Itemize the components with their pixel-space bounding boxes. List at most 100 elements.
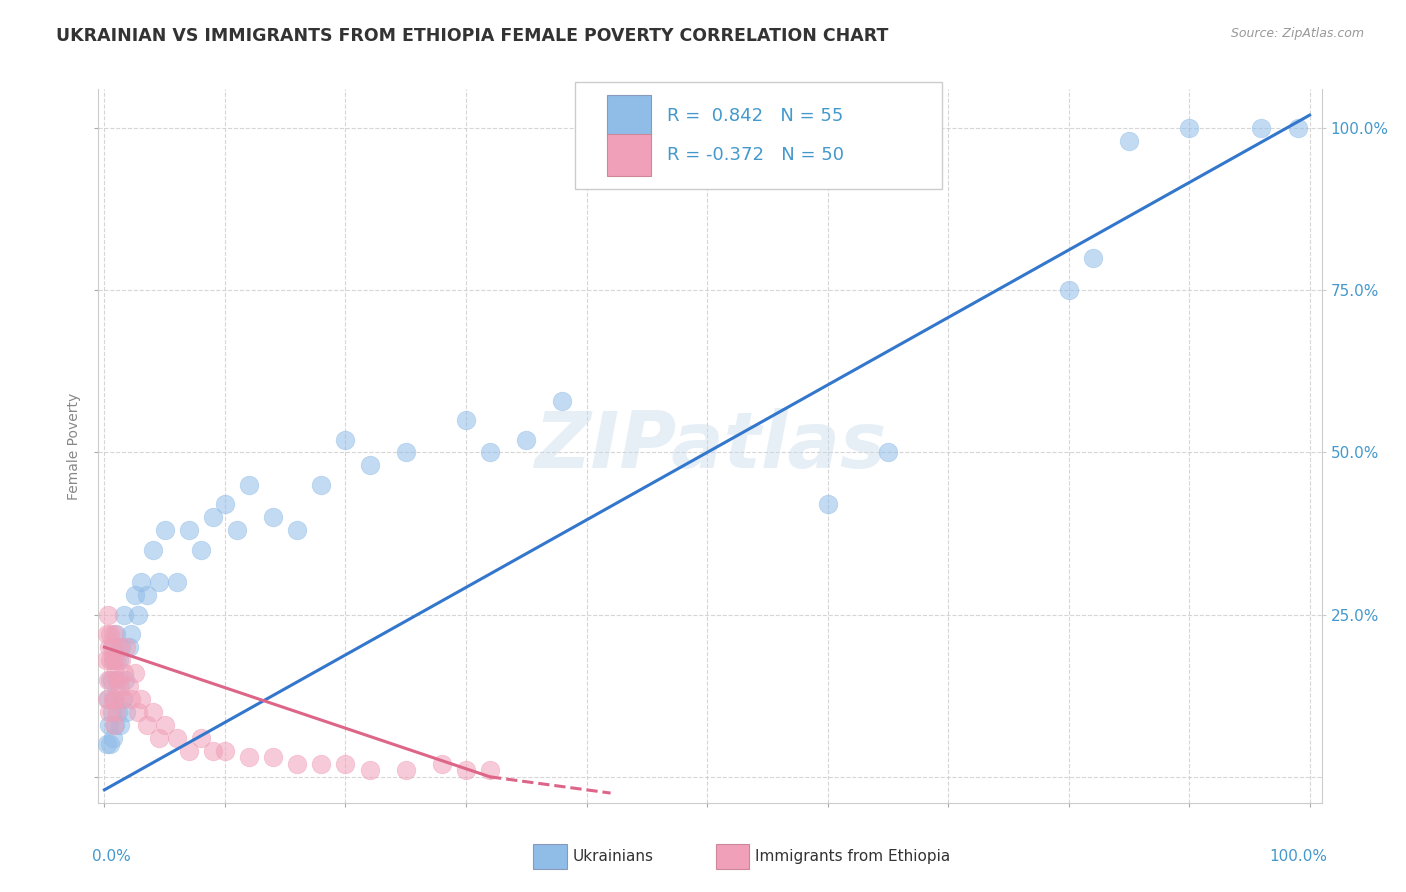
Text: Source: ZipAtlas.com: Source: ZipAtlas.com bbox=[1230, 27, 1364, 40]
Point bbox=[104, 692, 127, 706]
Point bbox=[1286, 121, 1309, 136]
Point bbox=[1118, 134, 1140, 148]
Point bbox=[96, 738, 118, 752]
Point bbox=[94, 653, 117, 667]
Point bbox=[395, 764, 418, 778]
Text: 0.0%: 0.0% bbox=[93, 849, 131, 864]
Point bbox=[148, 575, 170, 590]
Text: R =  0.842   N = 55: R = 0.842 N = 55 bbox=[668, 107, 844, 125]
Point bbox=[153, 718, 176, 732]
Point bbox=[98, 718, 121, 732]
Point bbox=[515, 433, 537, 447]
Point bbox=[120, 692, 142, 706]
Point bbox=[105, 673, 128, 687]
Point bbox=[335, 756, 357, 771]
Point bbox=[107, 673, 129, 687]
Point bbox=[177, 524, 200, 538]
Point bbox=[103, 718, 125, 732]
Y-axis label: Female Poverty: Female Poverty bbox=[67, 392, 82, 500]
FancyBboxPatch shape bbox=[607, 134, 651, 176]
Point bbox=[120, 627, 142, 641]
Point bbox=[238, 750, 260, 764]
Point bbox=[166, 575, 188, 590]
Point bbox=[285, 756, 308, 771]
Point bbox=[100, 705, 122, 719]
Point bbox=[1178, 121, 1201, 136]
Point bbox=[226, 524, 249, 538]
Point bbox=[127, 607, 149, 622]
Point bbox=[142, 705, 165, 719]
Point bbox=[100, 673, 122, 687]
Text: Immigrants from Ethiopia: Immigrants from Ethiopia bbox=[755, 849, 950, 863]
Point bbox=[105, 627, 128, 641]
Point bbox=[214, 744, 236, 758]
Point bbox=[335, 433, 357, 447]
Point bbox=[115, 640, 138, 654]
Point bbox=[876, 445, 898, 459]
Text: ZIPatlas: ZIPatlas bbox=[534, 408, 886, 484]
Point bbox=[104, 666, 127, 681]
Point bbox=[1250, 121, 1272, 136]
Point bbox=[108, 653, 131, 667]
Point bbox=[112, 666, 135, 681]
Point bbox=[110, 653, 132, 667]
Point bbox=[454, 413, 477, 427]
Point bbox=[100, 673, 122, 687]
Point bbox=[129, 575, 152, 590]
Point bbox=[190, 542, 212, 557]
Point bbox=[100, 653, 122, 667]
Point bbox=[142, 542, 165, 557]
Point bbox=[285, 524, 308, 538]
Point bbox=[96, 692, 118, 706]
Point bbox=[117, 679, 139, 693]
FancyBboxPatch shape bbox=[575, 82, 942, 189]
Point bbox=[177, 744, 200, 758]
Point bbox=[103, 627, 125, 641]
Point bbox=[135, 588, 157, 602]
Point bbox=[105, 705, 128, 719]
Point bbox=[105, 653, 128, 667]
Point bbox=[1081, 251, 1104, 265]
Point bbox=[117, 640, 139, 654]
Point bbox=[104, 718, 127, 732]
Point bbox=[311, 756, 333, 771]
Point bbox=[101, 653, 124, 667]
Text: UKRAINIAN VS IMMIGRANTS FROM ETHIOPIA FEMALE POVERTY CORRELATION CHART: UKRAINIAN VS IMMIGRANTS FROM ETHIOPIA FE… bbox=[56, 27, 889, 45]
Point bbox=[238, 478, 260, 492]
Point bbox=[110, 640, 132, 654]
Point bbox=[115, 705, 138, 719]
FancyBboxPatch shape bbox=[607, 95, 651, 137]
Point bbox=[100, 738, 122, 752]
Point bbox=[359, 458, 381, 473]
Point bbox=[1057, 283, 1080, 297]
Point bbox=[148, 731, 170, 745]
Point bbox=[100, 627, 122, 641]
Point bbox=[107, 705, 129, 719]
Point bbox=[311, 478, 333, 492]
Point bbox=[479, 764, 502, 778]
Point bbox=[101, 692, 124, 706]
Point bbox=[100, 640, 122, 654]
Point bbox=[817, 497, 839, 511]
Point bbox=[97, 607, 120, 622]
Text: 100.0%: 100.0% bbox=[1270, 849, 1327, 864]
Point bbox=[359, 764, 381, 778]
Point bbox=[101, 731, 124, 745]
Point bbox=[129, 692, 152, 706]
Point bbox=[111, 692, 134, 706]
Point bbox=[166, 731, 188, 745]
Point bbox=[262, 510, 284, 524]
Point bbox=[201, 510, 224, 524]
Point bbox=[124, 666, 146, 681]
Point bbox=[98, 705, 121, 719]
Point bbox=[153, 524, 176, 538]
Point bbox=[112, 607, 135, 622]
Point bbox=[135, 718, 157, 732]
Point bbox=[214, 497, 236, 511]
Point bbox=[430, 756, 453, 771]
Point bbox=[101, 653, 124, 667]
Point bbox=[201, 744, 224, 758]
Point bbox=[262, 750, 284, 764]
Point bbox=[114, 673, 136, 687]
Point bbox=[108, 679, 131, 693]
